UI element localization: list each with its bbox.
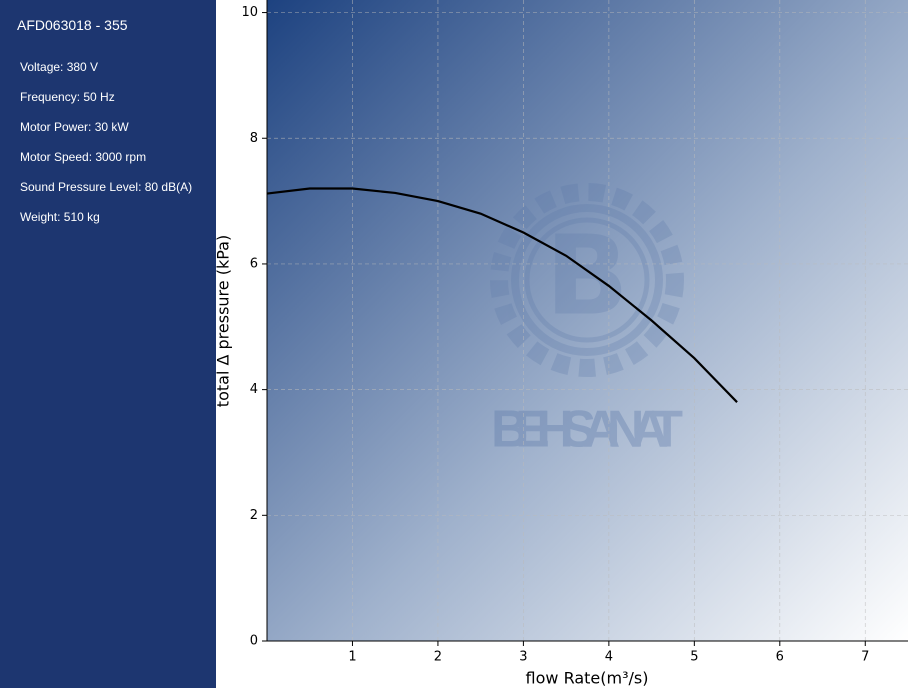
spec-list: Voltage: 380 V Frequency: 50 Hz Motor Powe… <box>20 59 192 239</box>
x-tick-label: 7 <box>861 650 869 665</box>
y-tick-label: 0 <box>250 634 258 649</box>
spec-item: Motor Power: 30 kW <box>20 120 129 134</box>
y-tick-label: 8 <box>250 131 258 146</box>
y-tick-label: 2 <box>250 508 258 523</box>
y-tick-label: 4 <box>250 382 258 397</box>
spec-item: Weight: 510 kg <box>20 210 100 224</box>
spec-item: Motor Speed: 3000 rpm <box>20 150 147 164</box>
watermark-logo: B <box>490 183 684 377</box>
spec-item: Voltage: 380 V <box>20 60 99 74</box>
sidebar: AFD063018 - 355 Voltage: 380 V Frequency:… <box>0 0 216 688</box>
x-tick-label: 5 <box>690 650 698 665</box>
y-tick-label: 6 <box>250 256 258 271</box>
y-tick-label: 10 <box>241 5 258 20</box>
curve <box>266 187 738 403</box>
x-tick-label: 4 <box>605 650 613 665</box>
plot-background <box>267 0 908 641</box>
spec-item: Sound Pressure Level: 80 dB(A) <box>20 180 193 194</box>
x-axis-label: flow Rate(m³/s) <box>526 669 649 688</box>
x-tick-label: 2 <box>434 650 442 665</box>
product-title: AFD063018 - 355 <box>17 17 128 33</box>
y-axis-label: total Δ pressure (kPa) <box>216 235 233 407</box>
x-tick-label: 3 <box>519 650 527 665</box>
spec-item: Frequency: 50 Hz <box>20 90 115 104</box>
svg-text:B: B <box>545 211 629 339</box>
x-tick-label: 6 <box>776 650 784 665</box>
watermark-text: BEH SANAT <box>491 401 683 459</box>
x-tick-label: 1 <box>348 650 356 665</box>
